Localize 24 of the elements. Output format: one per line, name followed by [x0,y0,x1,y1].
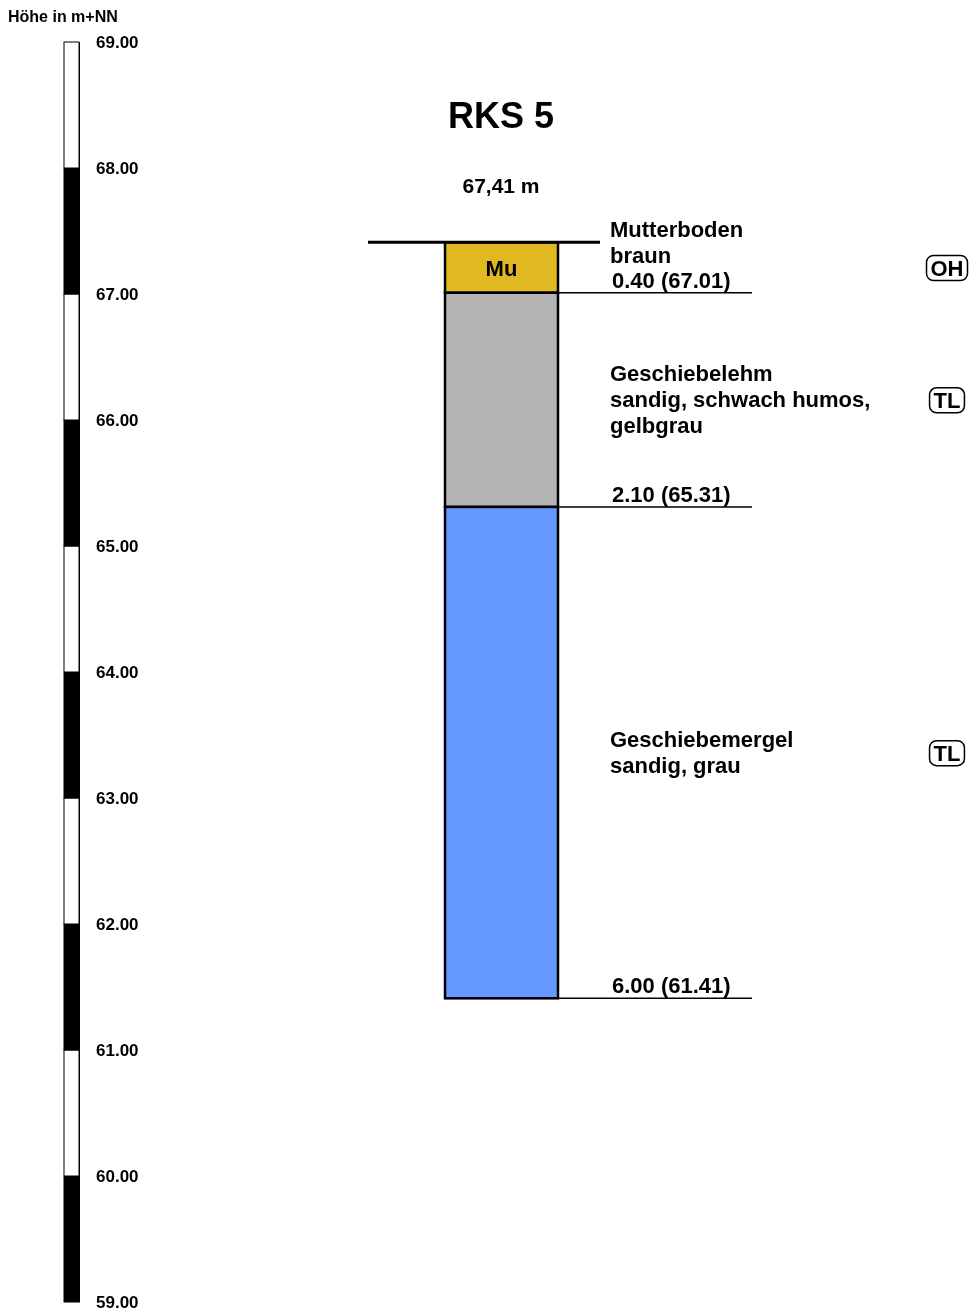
text: TL [933,740,961,766]
text: OH [930,255,964,281]
y-tick-label: 63.00 [96,788,139,808]
y-tick-label: 62.00 [96,914,139,934]
y-tick-label: 68.00 [96,158,139,178]
y-tick-label: 64.00 [96,662,139,682]
y-tick-label: 67.00 [96,284,139,304]
text: Geschiebemergel sandig, grau [610,726,794,778]
text: 67,41 m [462,174,540,197]
y-tick-label: 69.00 [96,32,139,52]
text: TL [933,387,961,413]
y-axis-title: Höhe in m+NN [8,8,118,25]
text: Geschiebelehm sandig, schwach humos, gelbgrau [610,360,871,438]
ref-line-label: 2.10 (65.31) [612,481,731,507]
text: RKS 5 [447,95,555,136]
y-tick-label: 61.00 [96,1040,139,1060]
y-tick-label: 59.00 [96,1292,139,1312]
y-tick-label: 66.00 [96,410,139,430]
y-tick-label: 60.00 [96,1166,139,1186]
annotation: Mu [485,255,518,281]
text: Mutterboden braun [610,216,744,268]
ref-line-label: 6.00 (61.41) [612,973,731,999]
ref-line-label: 0.40 (67.01) [612,267,731,293]
y-tick-label: 65.00 [96,536,139,556]
